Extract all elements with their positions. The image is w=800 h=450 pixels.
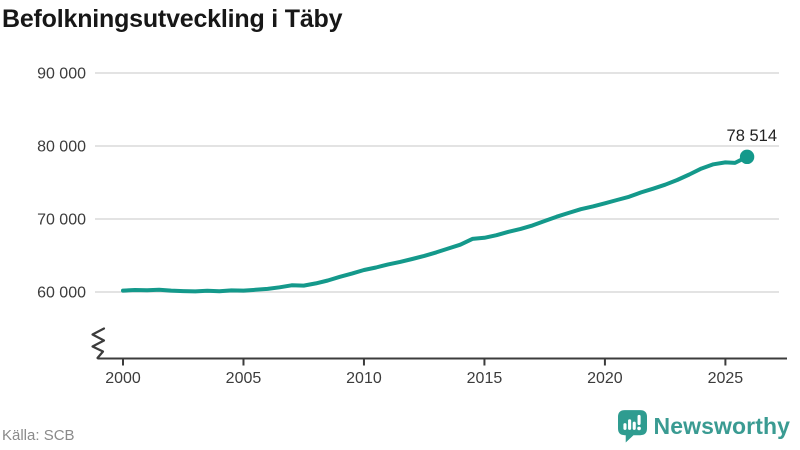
newsworthy-logo-icon	[617, 410, 647, 443]
axis-break-icon	[91, 327, 106, 360]
y-tick-label: 60 000	[37, 285, 86, 302]
y-tick-label: 80 000	[37, 139, 86, 156]
newsworthy-logo: Newsworthy	[617, 410, 790, 443]
x-tick-label: 2010	[346, 370, 382, 387]
x-tick-label: 2025	[708, 370, 744, 387]
x-tick-label: 2005	[226, 370, 262, 387]
end-point-dot	[739, 149, 755, 165]
x-tick-label: 2015	[467, 370, 503, 387]
end-value-label: 78 514	[727, 127, 777, 145]
page-title: Befolkningsutveckling i Täby	[2, 5, 343, 33]
y-tick-label: 90 000	[37, 66, 86, 83]
x-tick-label: 2000	[105, 370, 141, 387]
y-tick-label: 70 000	[37, 212, 86, 229]
x-tick-label: 2020	[587, 370, 623, 387]
newsworthy-logo-text: Newsworthy	[653, 413, 790, 439]
source-label: Källa: SCB	[2, 427, 75, 444]
population-line	[121, 154, 750, 294]
